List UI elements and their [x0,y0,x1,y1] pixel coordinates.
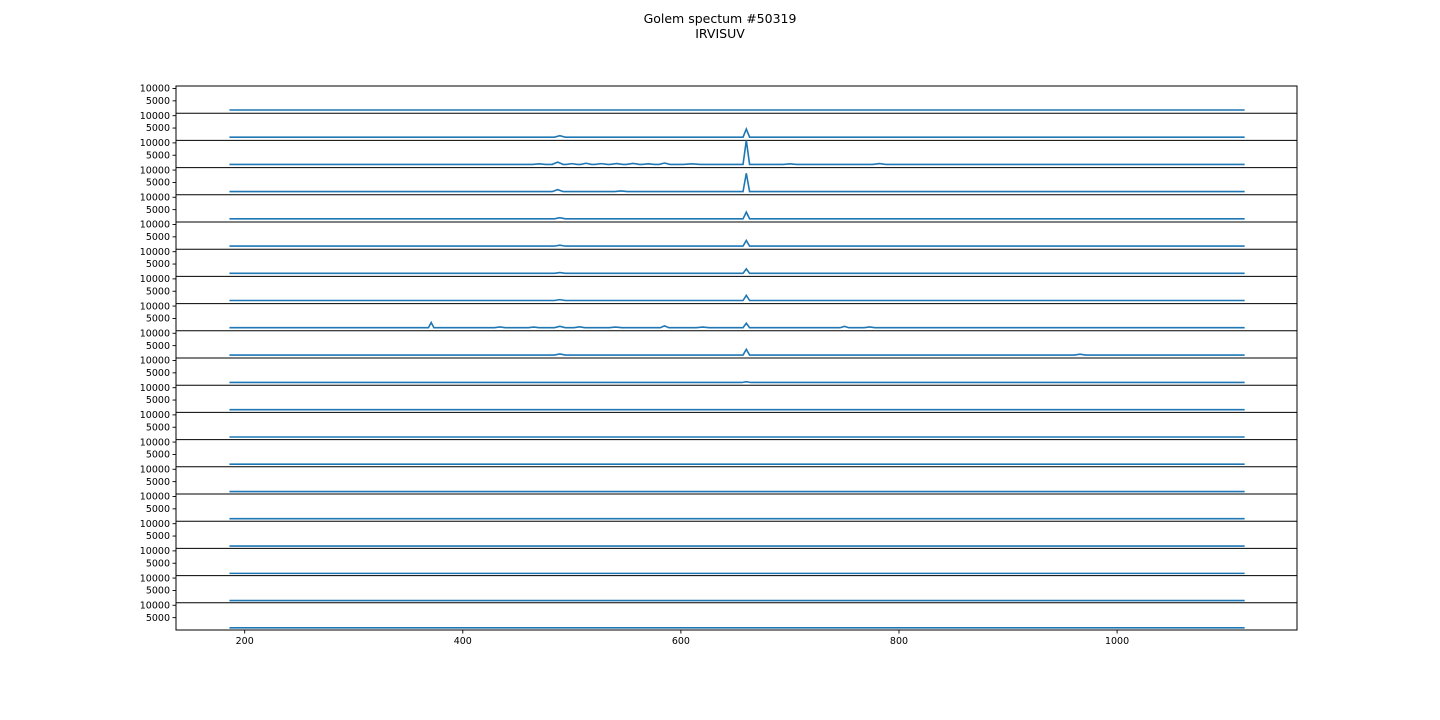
y-axis-tick-label: 5000 [146,450,170,461]
y-axis-tick-label: 10000 [140,138,170,149]
y-axis-tick-label: 5000 [146,178,170,189]
y-axis-tick-label: 5000 [146,586,170,597]
spectrum-line-panel-9 [229,320,1245,329]
spectrum-line-panel-10 [229,347,1245,356]
y-axis-tick-label: 5000 [146,123,170,134]
y-axis-tick-label: 10000 [140,328,170,339]
y-axis-tick-label: 10000 [140,84,170,95]
y-axis-tick-label: 5000 [146,341,170,352]
y-axis-tick-label: 5000 [146,286,170,297]
x-axis-tick-label: 400 [454,636,472,647]
y-axis-tick-label: 10000 [140,519,170,530]
y-axis-tick-label: 5000 [146,613,170,624]
y-axis-tick-label: 10000 [140,437,170,448]
y-axis-tick-label: 5000 [146,531,170,542]
y-axis-tick-label: 10000 [140,301,170,312]
spectrum-line-panel-5 [229,210,1245,220]
x-axis-tick-label: 1000 [1105,636,1129,647]
y-axis-tick-label: 10000 [140,165,170,176]
spectrum-line-panel-6 [229,238,1245,247]
spectrum-line-panel-3 [229,140,1245,166]
y-axis-tick-label: 5000 [146,96,170,107]
spectrum-line-panel-7 [229,267,1245,275]
y-axis-tick-label: 10000 [140,247,170,258]
y-axis-tick-label: 5000 [146,205,170,216]
y-axis-tick-label: 5000 [146,558,170,569]
y-axis-tick-label: 10000 [140,220,170,231]
y-axis-tick-label: 10000 [140,111,170,122]
x-axis-tick-label: 600 [672,636,690,647]
y-axis-tick-label: 5000 [146,368,170,379]
spectrum-line-panel-2 [229,126,1245,138]
y-axis-tick-label: 10000 [140,464,170,475]
y-axis-tick-label: 5000 [146,422,170,433]
y-axis-tick-label: 5000 [146,504,170,515]
y-axis-tick-label: 5000 [146,477,170,488]
y-axis-tick-label: 5000 [146,259,170,270]
y-axis-tick-label: 10000 [140,274,170,285]
y-axis-tick-label: 10000 [140,356,170,367]
chart-subtitle: IRVISUV [695,26,745,41]
y-axis-tick-label: 10000 [140,383,170,394]
chart-title: Golem spectum #50319 [643,11,797,26]
y-axis-tick-label: 5000 [146,314,170,325]
y-axis-tick-label: 5000 [146,395,170,406]
x-axis-tick-label: 800 [890,636,908,647]
spectrum-line-panel-11 [229,380,1245,384]
y-axis-tick-label: 10000 [140,546,170,557]
spectrum-line-panel-4 [229,173,1245,193]
x-axis-tick-label: 200 [236,636,254,647]
y-axis-tick-label: 10000 [140,573,170,584]
spectrum-line-panel-8 [229,293,1245,302]
y-axis-tick-label: 5000 [146,150,170,161]
y-axis-tick-label: 10000 [140,492,170,503]
y-axis-tick-label: 10000 [140,410,170,421]
y-axis-tick-label: 10000 [140,192,170,203]
y-axis-tick-label: 5000 [146,232,170,243]
y-axis-tick-label: 10000 [140,600,170,611]
axes-border [175,85,1298,631]
